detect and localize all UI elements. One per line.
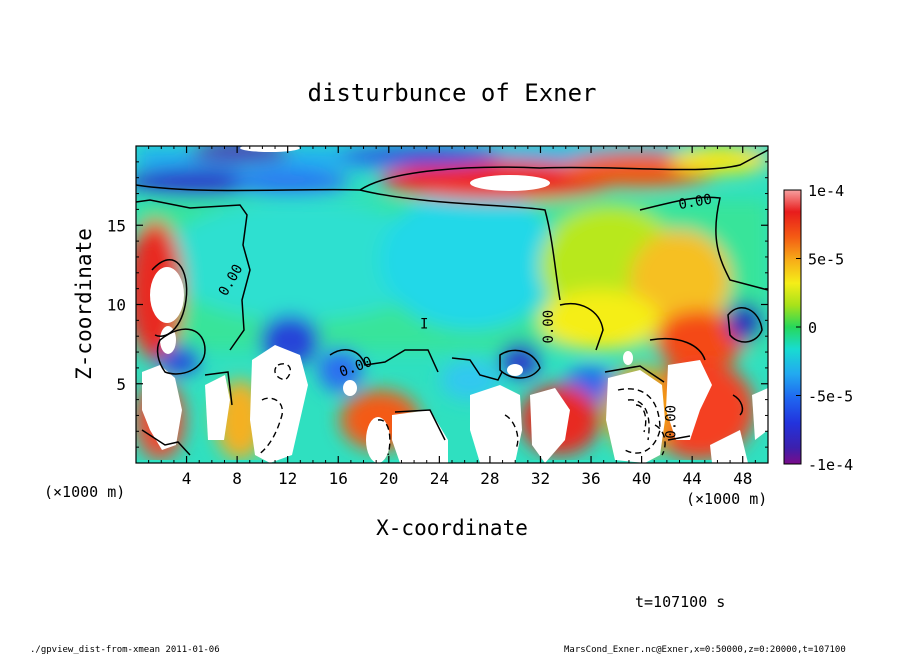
contour-value-label: 0.00: [677, 191, 713, 213]
x-tick-label: 32: [531, 469, 550, 488]
saturated-regions: [142, 146, 768, 463]
negative-contours: [257, 363, 666, 456]
y-tick-label: 15: [107, 216, 126, 235]
contour-lines: [136, 149, 768, 456]
x-tick-label: 16: [329, 469, 348, 488]
x-unit-left: (×1000 m): [44, 483, 125, 501]
contour-value-label: 0.00: [664, 405, 680, 439]
x-tick-label: 12: [278, 469, 297, 488]
footer-left: ./gpview_dist-from-xmean 2011-01-06: [30, 645, 220, 654]
x-unit-right: (×1000 m): [686, 490, 767, 508]
colorbar-tick-label: 0: [808, 319, 817, 337]
y-tick-label: 5: [116, 375, 126, 394]
colorbar: 1e-4 5e-5 0 -5e-5 -1e-4: [783, 182, 853, 474]
x-tick-label: 44: [683, 469, 702, 488]
footer-right: MarsCond_Exner.nc@Exner,x=0:50000,z=0:20…: [564, 645, 846, 654]
x-tick-label: 24: [430, 469, 449, 488]
x-tick-label: 20: [379, 469, 398, 488]
x-axis-label: X-coordinate: [376, 516, 528, 540]
x-tick-label: 8: [232, 469, 242, 488]
x-tick-label: 4: [182, 469, 192, 488]
colorbar-tick-label: -5e-5: [808, 388, 853, 406]
y-axis-label: Z-coordinate: [72, 228, 96, 380]
x-tick-label: 28: [480, 469, 499, 488]
y-tick-label: 10: [107, 296, 126, 315]
colorbar-tick-label: -1e-4: [808, 456, 853, 474]
time-stamp: t=107100 s: [635, 593, 725, 611]
contour-value-label: 0.00: [541, 310, 557, 344]
heatmap-field: 0.000.00I 0.000.000.00: [136, 146, 768, 463]
x-tick-label: 48: [733, 469, 752, 488]
colorbar-tick-label: 1e-4: [808, 182, 844, 200]
x-tick-label: 36: [581, 469, 600, 488]
x-axis: 4 8 12 16 20 24 28 32 36 40 44 48: [148, 146, 756, 488]
chart-title: disturbunce of Exner: [308, 79, 597, 107]
x-tick-label: 40: [632, 469, 651, 488]
colorbar-tick-label: 5e-5: [808, 251, 844, 269]
y-axis: 5 10 15: [107, 161, 768, 448]
contour-value-label: I: [420, 316, 428, 332]
colorbar-ticks: 1e-4 5e-5 0 -5e-5 -1e-4: [796, 182, 853, 474]
